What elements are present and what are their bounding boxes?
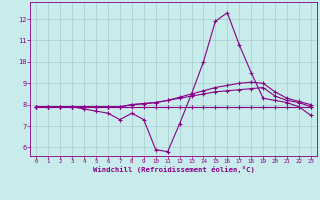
X-axis label: Windchill (Refroidissement éolien,°C): Windchill (Refroidissement éolien,°C) <box>93 166 254 173</box>
